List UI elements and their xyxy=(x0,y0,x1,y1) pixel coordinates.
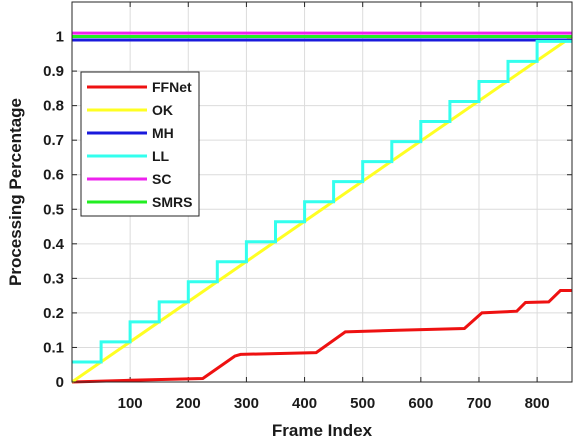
y-tick-label: 1 xyxy=(56,29,64,46)
x-tick-label: 600 xyxy=(408,395,433,412)
legend: FFNet OK MH LL SC SMRS xyxy=(80,71,200,217)
legend-label: MH xyxy=(152,125,174,141)
series-line-ok xyxy=(71,35,573,384)
y-tick-label: 0.5 xyxy=(43,201,64,218)
y-tick-label: 0.6 xyxy=(43,167,64,184)
y-tick-label: 0.7 xyxy=(43,132,64,149)
legend-label: LL xyxy=(152,148,170,164)
y-tick-label: 0.4 xyxy=(43,236,65,253)
x-tick-label: 800 xyxy=(525,395,550,412)
x-tick-label: 300 xyxy=(234,395,259,412)
x-axis-title: Frame Index xyxy=(272,421,373,440)
x-tick-label: 100 xyxy=(118,395,143,412)
y-tick-label: 0.1 xyxy=(43,339,64,356)
y-tick-label: 0.8 xyxy=(43,98,64,115)
legend-label: OK xyxy=(152,102,173,118)
y-tick-label: 0.9 xyxy=(43,63,64,80)
x-tick-labels: 100 200 300 400 500 600 700 800 xyxy=(118,395,550,412)
y-axis-title: Processing Percentage xyxy=(6,98,25,286)
series-line-ll xyxy=(72,39,572,364)
x-tick-label: 700 xyxy=(466,395,491,412)
y-tick-labels: 0 0.1 0.2 0.3 0.4 0.5 0.6 0.7 0.8 0.9 1 xyxy=(43,29,65,391)
legend-label: FFNet xyxy=(152,79,192,95)
x-tick-label: 400 xyxy=(292,395,317,412)
y-tick-label: 0.2 xyxy=(43,305,64,322)
y-tick-label: 0.3 xyxy=(43,270,64,287)
x-tick-label: 500 xyxy=(350,395,375,412)
series-lines xyxy=(71,31,573,384)
y-tick-label: 0 xyxy=(56,374,64,391)
legend-label: SMRS xyxy=(152,194,192,210)
plot-frame xyxy=(71,1,573,383)
legend-label: SC xyxy=(152,171,171,187)
series-line-ffnet xyxy=(71,289,572,384)
x-tick-label: 200 xyxy=(176,395,201,412)
legend-box xyxy=(80,71,200,217)
